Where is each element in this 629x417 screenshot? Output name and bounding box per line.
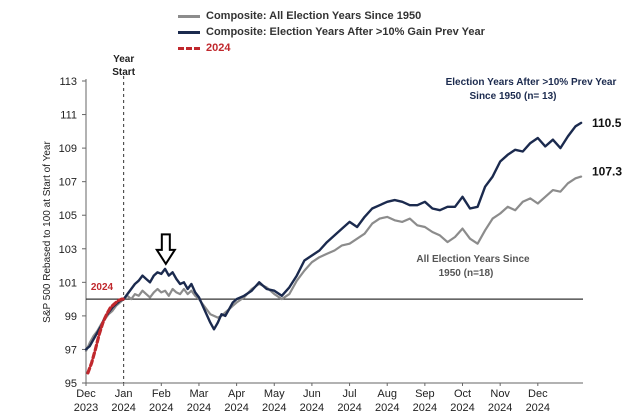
x-tick-month: Aug xyxy=(377,388,397,400)
x-tick-year: 2024 xyxy=(262,402,286,414)
x-tick-month: Feb xyxy=(152,388,171,400)
x-axis: Dec 2023 Jan 2024 Feb 2024 Mar 2024 Apr 2024 May 20… xyxy=(74,382,583,414)
series-line-navy xyxy=(84,121,583,351)
annotation-navy-line1: Election Years After >10% Prev Year xyxy=(446,77,617,88)
x-tick-month: Sep xyxy=(415,388,435,400)
x-tick-month: Jul xyxy=(343,388,357,400)
x-tick-month: Apr xyxy=(228,388,245,400)
x-tick-month: Dec xyxy=(528,388,548,400)
x-tick-year: 2024 xyxy=(337,402,361,414)
annotation-gray-line1: All Election Years Since xyxy=(416,254,530,265)
legend-label-red: 2024 xyxy=(206,42,231,54)
legend-item-gray: Composite: All Election Years Since 1950 xyxy=(178,8,485,24)
x-tick-year: 2024 xyxy=(526,402,550,414)
reference-lines: Year Start xyxy=(86,54,583,383)
y-axis: 95 97 99 101 103 105 107 109 111 113 S&P 500 Rebas… xyxy=(42,76,87,390)
y-axis-title: S&P 500 Rebased to 100 at Start of Year xyxy=(42,141,53,323)
annotation-2024: 2024 xyxy=(91,282,114,293)
x-tick-month: Nov xyxy=(490,388,510,400)
x-tick-month: Mar xyxy=(189,388,208,400)
end-label-gray: 107.3 xyxy=(592,165,622,179)
x-tick-year: 2023 xyxy=(74,402,98,414)
y-tick-label: 109 xyxy=(59,143,77,155)
chart-legend: Composite: All Election Years Since 1950… xyxy=(178,8,485,56)
x-tick-year: 2024 xyxy=(187,402,211,414)
series-line-red xyxy=(86,297,126,375)
x-tick-month: Jun xyxy=(303,388,321,400)
y-tick-label: 103 xyxy=(59,244,77,256)
year-start-label-2: Start xyxy=(112,67,135,78)
x-tick-month: Jan xyxy=(115,388,133,400)
x-tick-year: 2024 xyxy=(111,402,135,414)
x-tick-year: 2024 xyxy=(375,402,399,414)
x-tick-year: 2024 xyxy=(488,402,512,414)
year-start-label: Year xyxy=(113,54,134,65)
y-tick-label: 99 xyxy=(65,311,77,323)
y-tick-label: 97 xyxy=(65,344,77,356)
legend-item-navy: Composite: Election Years After >10% Gai… xyxy=(178,24,485,40)
y-tick-label: 95 xyxy=(65,378,77,390)
x-tick-year: 2024 xyxy=(224,402,248,414)
down-arrow-icon xyxy=(154,233,177,266)
y-tick-label: 113 xyxy=(59,76,77,88)
end-label-navy: 110.5 xyxy=(592,116,622,130)
legend-label-navy: Composite: Election Years After >10% Gai… xyxy=(206,26,485,38)
legend-swatch-red xyxy=(178,46,200,50)
x-tick-year: 2024 xyxy=(300,402,324,414)
y-tick-label: 105 xyxy=(59,210,77,222)
y-tick-label: 101 xyxy=(59,277,77,289)
x-tick-month: Oct xyxy=(454,388,471,400)
x-tick-year: 2024 xyxy=(450,402,474,414)
series-lines xyxy=(84,121,583,375)
x-tick-month: Dec xyxy=(76,388,96,400)
legend-label-gray: Composite: All Election Years Since 1950 xyxy=(206,10,422,22)
x-tick-month: May xyxy=(264,388,285,400)
x-tick-year: 2024 xyxy=(149,402,173,414)
legend-item-red: 2024 xyxy=(178,40,485,56)
annotation-gray-line2: 1950 (n=18) xyxy=(439,268,494,279)
legend-swatch-gray xyxy=(178,14,200,18)
annotation-navy-line2: Since 1950 (n= 13) xyxy=(470,91,557,102)
legend-swatch-navy xyxy=(178,30,200,34)
annotations: 110.5 107.3 Election Years After >10% Prev… xyxy=(91,77,622,293)
y-tick-label: 111 xyxy=(60,110,77,122)
x-tick-year: 2024 xyxy=(413,402,437,414)
y-tick-label: 107 xyxy=(59,177,77,189)
